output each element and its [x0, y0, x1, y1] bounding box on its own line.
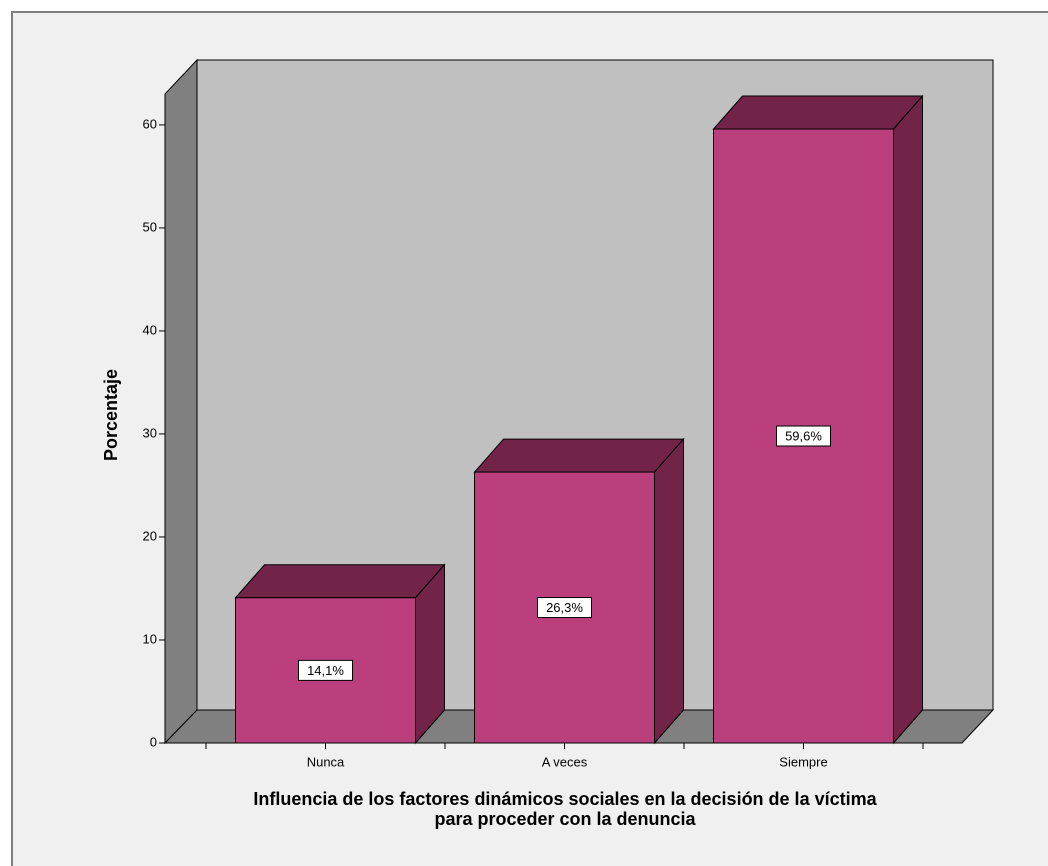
y-tick-label: 10: [143, 631, 157, 646]
x-tick-label: A veces: [542, 754, 588, 769]
value-label: 14,1%: [307, 663, 344, 678]
value-label-box: [537, 597, 592, 619]
y-tick-label: 20: [143, 528, 157, 543]
x-tick-label: Siempre: [779, 754, 827, 769]
bar-top: [473, 438, 685, 473]
bar-top: [234, 564, 446, 599]
x-axis-title: Influencia de los factores dinámicos soc…: [253, 789, 877, 809]
y-tick-label: 60: [143, 116, 157, 131]
y-tick-label: 30: [143, 425, 157, 440]
bar-top: [712, 95, 924, 130]
bar-side: [654, 437, 684, 745]
y-tick-label: 40: [143, 322, 157, 337]
value-label-box: [298, 659, 353, 681]
y-tick-label: 0: [150, 734, 157, 749]
y-axis-title: Porcentaje: [101, 369, 121, 461]
bar-side: [893, 94, 923, 745]
value-label-box: [776, 425, 831, 447]
left-wall: [164, 58, 198, 745]
x-tick-label: Nunca: [307, 754, 345, 769]
y-tick-label: 50: [143, 219, 157, 234]
value-label: 59,6%: [785, 428, 822, 443]
value-label: 26,3%: [546, 600, 583, 615]
x-axis-title: para proceder con la denuncia: [434, 809, 696, 829]
